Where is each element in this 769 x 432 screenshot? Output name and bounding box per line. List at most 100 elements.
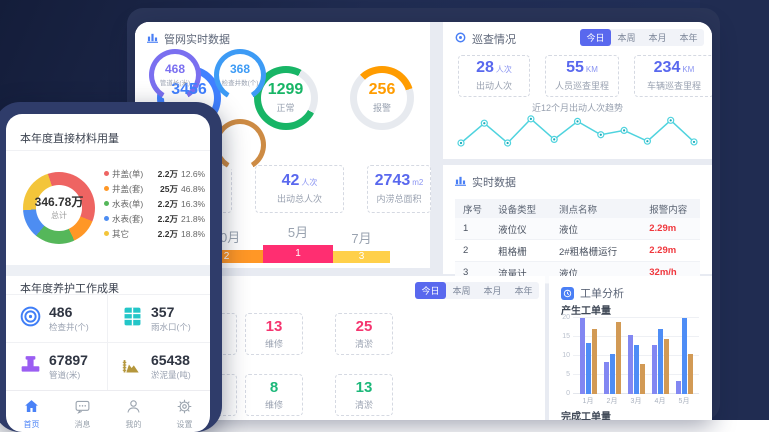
- nav-item-settings[interactable]: 设置: [176, 398, 193, 430]
- workorder-card-header: 工单分析: [549, 276, 712, 310]
- stat-unit: KM: [682, 65, 695, 74]
- nav-item-user[interactable]: 我的: [125, 398, 142, 430]
- maintenance-value: 357: [151, 303, 175, 320]
- y-axis: 0 5 10 15 20: [559, 314, 573, 397]
- table-header-cell: 测点名称: [551, 199, 642, 218]
- table-cell: 2#粗格栅运行: [551, 239, 642, 262]
- ring-value: 256: [368, 81, 396, 98]
- maintenance-item: 357 雨水口(个): [108, 294, 210, 342]
- x-tick-label: 5月: [678, 398, 690, 405]
- bar-plot: 1月 2月 3月 4月 5月: [573, 317, 699, 405]
- month-rank-bar: 3: [333, 251, 390, 263]
- material-donut-chart: 346.78万 总计: [23, 172, 95, 244]
- maintenance-item-text: 486 检查井(个): [49, 305, 89, 333]
- ring-label: 报警: [372, 103, 391, 113]
- dredge-gauges-row1: 468 管道长(米) 368 检查井数(个): [135, 47, 280, 101]
- x-tick-label: 1月: [582, 398, 594, 405]
- gridline: [573, 317, 699, 318]
- legend-label: 井盖(套): [112, 183, 144, 194]
- tab-item[interactable]: 本月: [648, 33, 667, 43]
- maintenance-value: 65438: [151, 351, 190, 368]
- stat-number: 13: [355, 378, 373, 396]
- legend-value: 2.2万: [157, 198, 178, 209]
- y-tick-label: 15: [562, 333, 570, 340]
- bar-group: [649, 329, 671, 394]
- stat-unit: KM: [585, 65, 598, 74]
- stat-box: 13 维修: [245, 313, 303, 355]
- x-tick-label: 2月: [606, 398, 618, 405]
- legend-dot: [104, 216, 109, 221]
- nav-label: 我的: [125, 420, 142, 429]
- card-title: 实时数据: [472, 177, 516, 189]
- stat-box: 55 KM 人员巡查里程: [545, 55, 619, 97]
- card-title: 工单分析: [580, 288, 624, 300]
- stat-value: 28 人次: [476, 60, 512, 76]
- bar: [687, 354, 693, 394]
- patrol-tabs: 今日 本周 本月 本年: [580, 29, 704, 46]
- maintenance-item-text: 357 雨水口(个): [151, 305, 191, 333]
- stat-label: 清淤: [354, 399, 373, 410]
- material-card-title: 本年度直接材料用量: [20, 133, 119, 145]
- stat-value: 13: [356, 380, 373, 395]
- bar: [591, 329, 597, 394]
- table-cell: 2: [455, 239, 491, 262]
- workorder-card: 工单分析 产生工单量 0 5 10 15 20 1月 2月 3月 4月 5月 完成工单量: [549, 276, 712, 420]
- tab-item[interactable]: 本年: [679, 33, 698, 43]
- legend-item: 水表(套) 2.2万 21.8%: [104, 211, 208, 226]
- bar: [675, 380, 681, 394]
- maintenance-item: 67897 管道(米): [6, 342, 108, 390]
- dredge-gauge: [214, 119, 266, 171]
- tab-item[interactable]: 本周: [617, 33, 636, 43]
- inspection-well-icon: [19, 305, 42, 333]
- legend-value: 25万: [160, 183, 178, 194]
- bar: [639, 363, 645, 394]
- bar: [603, 361, 609, 394]
- legend-dot: [104, 186, 109, 191]
- stat-box: 234 KM 车辆巡查里程: [634, 55, 712, 97]
- bar: [615, 321, 621, 394]
- legend-percent: 21.8%: [181, 213, 206, 224]
- stat-label: 出动总人次: [276, 194, 322, 204]
- legend-item: 其它 2.2万 18.8%: [104, 226, 208, 241]
- legend-item: 水表(单) 2.2万 16.3%: [104, 196, 208, 211]
- stat-box: 28 人次 出动人次: [458, 55, 530, 97]
- nav-item-home[interactable]: 首页: [23, 398, 40, 430]
- stat-label: 车辆巡查里程: [646, 81, 701, 91]
- ring-label: 正常: [276, 103, 295, 113]
- nav-label: 首页: [23, 420, 40, 429]
- x-axis-labels: 1月 2月 3月 4月 5月: [573, 396, 699, 406]
- nav-item-message[interactable]: 消息: [74, 398, 91, 430]
- ring-value: 3456: [171, 81, 207, 98]
- pipe-icon: [19, 353, 42, 381]
- stat-value: 55 KM: [566, 60, 598, 76]
- tab-item[interactable]: 本周: [452, 286, 471, 296]
- bar: [663, 338, 669, 394]
- tab-item[interactable]: 本月: [483, 286, 502, 296]
- silt-icon: [121, 353, 144, 381]
- legend-dot: [104, 231, 109, 236]
- legend-dot: [104, 171, 109, 176]
- stat-unit: 人次: [495, 65, 512, 74]
- bar-groups: [573, 318, 699, 394]
- maintenance-item: 486 检查井(个): [6, 294, 108, 342]
- legend-percent: 18.8%: [181, 228, 206, 239]
- stat-value: 2743 m2: [375, 173, 424, 189]
- stat-unit: 人次: [301, 178, 318, 187]
- gauge-value: 468: [164, 62, 186, 76]
- stat-number: 2743: [374, 172, 411, 189]
- gauge-label: 管道长(米): [159, 80, 191, 87]
- stat-value: 13: [266, 319, 283, 334]
- maintenance-value: 486: [49, 303, 73, 320]
- stat-label: 维修: [264, 399, 283, 410]
- bar: [627, 335, 633, 394]
- bar: [681, 318, 687, 394]
- donut-center: 346.78万 总计: [23, 172, 95, 244]
- user-icon: [125, 398, 142, 417]
- table-cell: 粗格栅: [490, 239, 551, 262]
- legend-percent: 16.3%: [181, 198, 206, 209]
- gauge-label: 检查井数(个): [221, 80, 259, 87]
- tab-item[interactable]: 本年: [514, 286, 533, 296]
- tab-item[interactable]: 今日: [580, 29, 611, 46]
- stat-number: 55: [566, 59, 584, 76]
- tab-item[interactable]: 今日: [415, 282, 446, 299]
